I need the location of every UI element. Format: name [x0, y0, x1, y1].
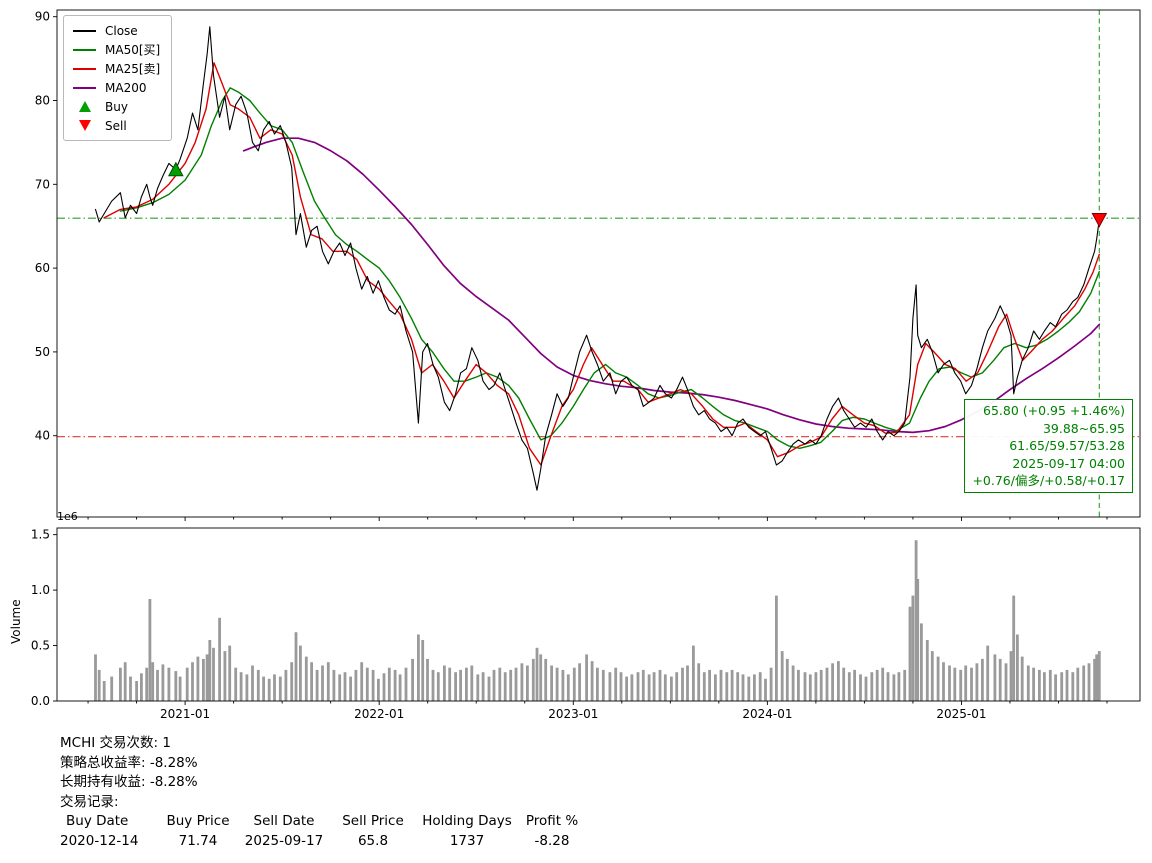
price-tick-label: 40: [35, 429, 50, 443]
ma50-line-swatch: [73, 48, 96, 51]
quote-annotation: 65.80 (+0.95 +1.46%) 39.88~65.95 61.65/5…: [964, 399, 1133, 493]
close-line: [94, 26, 1100, 491]
price-tick-label: 70: [35, 177, 50, 191]
price-tick-label: 60: [35, 261, 50, 275]
annotation-ma-line: 61.65/59.57/53.28: [1009, 438, 1125, 453]
trade-count-line: MCHI 交易次数: 1: [60, 735, 171, 751]
cell-profit: -8.28: [534, 832, 570, 849]
trade-record-heading: 交易记录:: [60, 793, 119, 810]
backtest-summary: MCHI 交易次数: 1 策略总收益率: -8.28% 长期持有收益: -8.2…: [60, 734, 584, 851]
x-tick-label: 2021-01: [160, 707, 210, 721]
volume-tick-label: 0.5: [31, 639, 50, 653]
volume-offset-label: 1e6: [57, 510, 78, 523]
ma25-line: [103, 62, 1101, 466]
cell-sell-date: 2025-09-17: [244, 832, 324, 849]
strategy-return-line: 策略总收益率: -8.28%: [60, 754, 198, 771]
cell-sell-price: 65.8: [357, 832, 389, 849]
price-panel-border: [56, 9, 1141, 518]
annotation-price-line: 65.80 (+0.95 +1.46%): [983, 403, 1125, 418]
cell-buy-price: 71.74: [178, 832, 218, 849]
legend-item-close: Close: [73, 23, 160, 38]
legend-item-ma50: MA50[买]: [73, 43, 161, 57]
legend-item-sell: Sell: [73, 118, 160, 133]
cell-buy-date: 2020-12-14: [60, 832, 139, 849]
ma200-line: [242, 137, 1101, 434]
volume-axis-label: Volume: [9, 599, 23, 644]
buy-marker: [167, 161, 184, 177]
col-holding-days: Holding Days: [422, 813, 512, 829]
col-buy-date: Buy Date: [66, 813, 129, 829]
price-tick-label: 80: [35, 94, 50, 108]
trade-table-row: 2020-12-14 71.74 2025-09-17 65.8 1737 -8…: [60, 832, 584, 852]
cell-holding-days: 1737: [449, 832, 485, 849]
x-tick-label: 2022-01: [354, 707, 404, 721]
legend-item-label: MA25[卖]: [105, 62, 161, 76]
buy-triangle-icon: [78, 101, 91, 112]
sell-marker: [1091, 213, 1108, 228]
axis-tick-labels: 2021-01 2022-01 2023-01 2024-01 2025-01 40 50 6…: [31, 10, 987, 721]
legend: Close MA50[买] MA25[卖] MA200 Buy Sell: [63, 15, 173, 141]
ma200-line-swatch: [73, 86, 96, 89]
col-profit: Profit %: [525, 813, 579, 829]
col-sell-date: Sell Date: [253, 813, 315, 829]
volume-panel-border: [56, 527, 1141, 702]
price-tick-label: 90: [35, 10, 50, 24]
legend-item-ma200: MA200: [73, 80, 160, 95]
volume-tick-label: 0.0: [31, 694, 50, 708]
legend-item-label: MA200: [105, 80, 147, 95]
legend-item-label: MA50[买]: [105, 43, 161, 57]
legend-item-label: Sell: [105, 118, 127, 133]
legend-item-ma25: MA25[卖]: [73, 62, 161, 76]
legend-item-buy: Buy: [73, 99, 160, 114]
sell-triangle-icon: [78, 120, 91, 131]
legend-item-label: Close: [105, 23, 138, 38]
x-tick-label: 2023-01: [548, 707, 598, 721]
trade-table-header: Buy Date Buy Price Sell Date Sell Price …: [60, 812, 584, 832]
annotation-range-line: 39.88~65.95: [1042, 420, 1125, 436]
legend-item-label: Buy: [105, 99, 128, 114]
hold-return-line: 长期持有收益: -8.28%: [60, 774, 198, 790]
col-sell-price: Sell Price: [342, 813, 404, 829]
annotation-signal-line: +0.76/偏多/+0.58/+0.17: [972, 473, 1125, 488]
annotation-date-line: 2025-09-17 04:00: [1012, 455, 1125, 471]
price-tick-label: 50: [35, 345, 50, 359]
x-tick-label: 2024-01: [742, 707, 792, 721]
volume-tick-label: 1.5: [31, 528, 50, 542]
col-buy-price: Buy Price: [166, 813, 230, 829]
x-tick-label: 2025-01: [936, 707, 986, 721]
volume-tick-label: 1.0: [31, 583, 50, 597]
volume-bars: [94, 540, 1101, 701]
axis-ticks: [53, 16, 1108, 705]
ma25-line-swatch: [73, 67, 96, 70]
close-line-swatch: [73, 29, 96, 32]
